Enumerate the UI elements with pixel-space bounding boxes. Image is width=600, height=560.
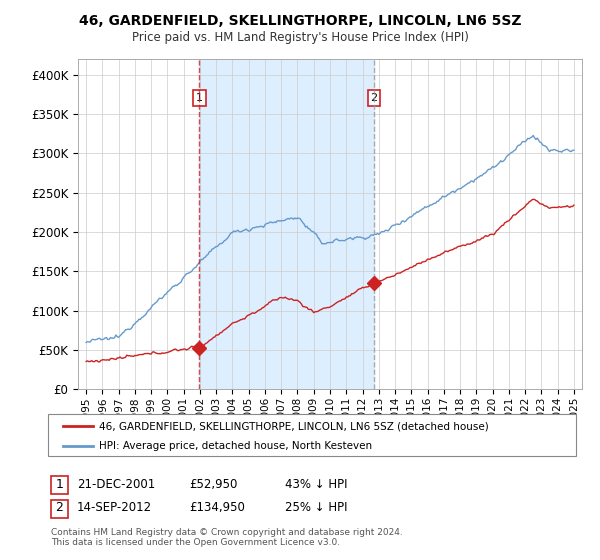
- Text: 1: 1: [55, 478, 64, 491]
- Text: 43% ↓ HPI: 43% ↓ HPI: [285, 478, 347, 491]
- Text: Price paid vs. HM Land Registry's House Price Index (HPI): Price paid vs. HM Land Registry's House …: [131, 31, 469, 44]
- Text: Contains HM Land Registry data © Crown copyright and database right 2024.
This d: Contains HM Land Registry data © Crown c…: [51, 528, 403, 547]
- Text: 25% ↓ HPI: 25% ↓ HPI: [285, 501, 347, 515]
- Text: 2: 2: [55, 501, 64, 515]
- Text: £134,950: £134,950: [189, 501, 245, 515]
- Text: 46, GARDENFIELD, SKELLINGTHORPE, LINCOLN, LN6 5SZ (detached house): 46, GARDENFIELD, SKELLINGTHORPE, LINCOLN…: [99, 421, 489, 431]
- Text: HPI: Average price, detached house, North Kesteven: HPI: Average price, detached house, Nort…: [99, 441, 372, 451]
- Bar: [199, 59, 374, 389]
- Text: £52,950: £52,950: [189, 478, 238, 491]
- Text: 2: 2: [370, 93, 377, 103]
- Text: 21-DEC-2001: 21-DEC-2001: [77, 478, 155, 491]
- Text: 14-SEP-2012: 14-SEP-2012: [77, 501, 152, 515]
- Text: 46, GARDENFIELD, SKELLINGTHORPE, LINCOLN, LN6 5SZ: 46, GARDENFIELD, SKELLINGTHORPE, LINCOLN…: [79, 14, 521, 28]
- Text: 1: 1: [196, 93, 203, 103]
